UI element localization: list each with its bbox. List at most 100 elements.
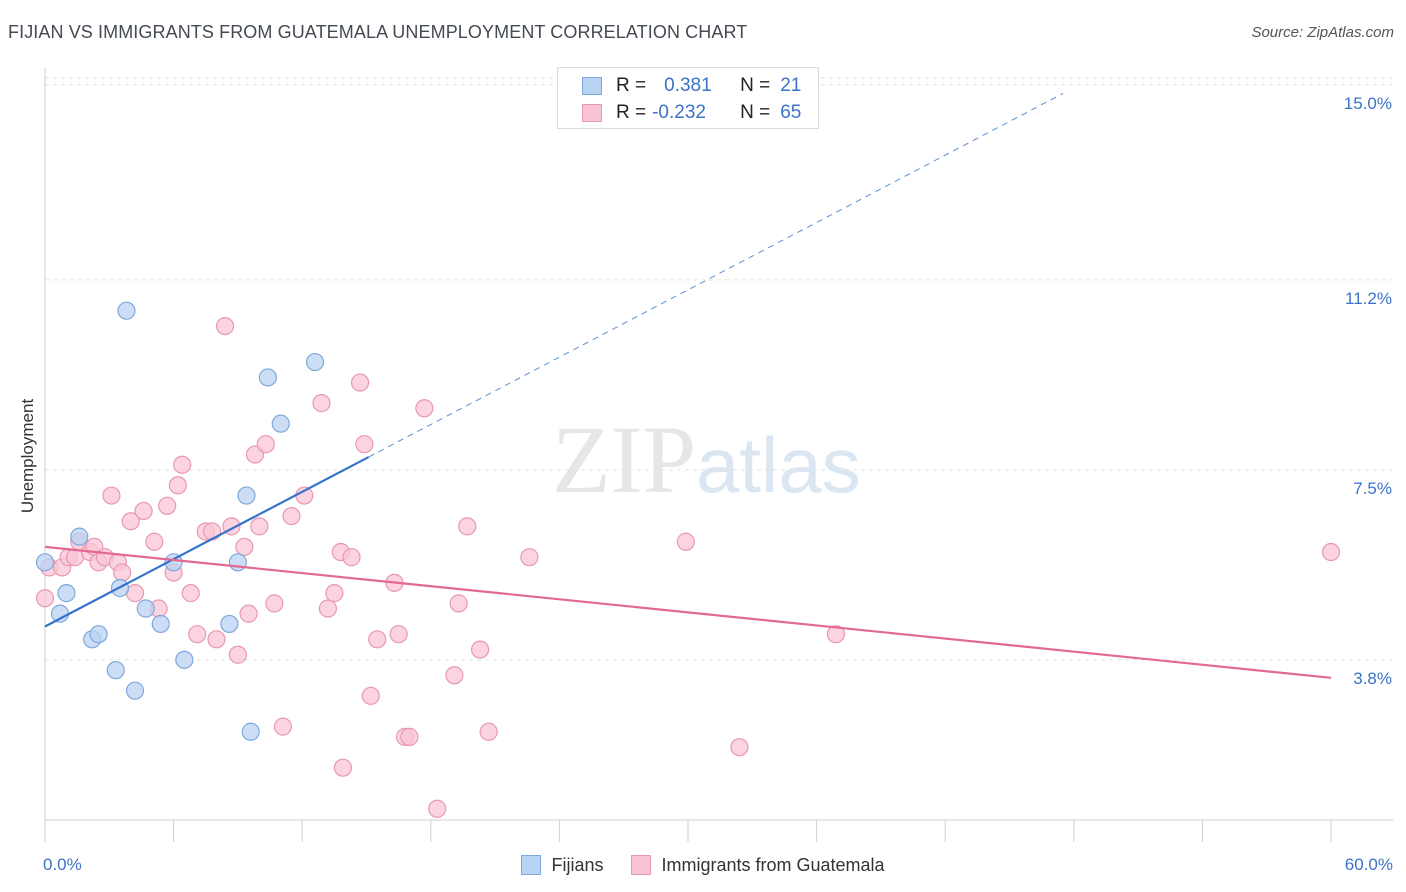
guatemala-point <box>479 722 498 741</box>
trend-layer <box>44 92 1332 679</box>
x-tick-label: 60.0% <box>1345 855 1393 874</box>
fijian-point <box>258 368 278 387</box>
guatemala-point <box>342 548 361 567</box>
guatemala-point <box>676 532 695 551</box>
guatemala-point <box>173 455 192 474</box>
watermark-atlas: atlas <box>696 421 861 509</box>
guatemala-point <box>368 630 387 649</box>
series-label-fijians: Fijians <box>551 854 604 875</box>
labels-layer: 3.8% 7.5% 11.2% 15.0% 0.0% 60.0% <box>43 94 1393 874</box>
fijian-point <box>125 681 145 700</box>
guatemala-point <box>350 373 370 392</box>
guatemala-point <box>826 625 845 644</box>
fijian-point <box>35 553 55 572</box>
guatemala-point <box>282 506 301 526</box>
guatemala-point <box>235 537 254 557</box>
guatemala-point <box>134 501 153 521</box>
guatemala-point <box>458 517 477 536</box>
y-tick-label: 15.0% <box>1344 94 1392 113</box>
fijian-point <box>70 527 89 546</box>
fijian-point <box>241 722 260 741</box>
series-swatch-fijians <box>521 855 542 875</box>
legend-n-label: N = <box>740 75 771 96</box>
y-tick-label: 3.8% <box>1353 669 1392 688</box>
fijian-point <box>237 486 256 505</box>
guatemala-point <box>273 717 293 736</box>
guatemala-point <box>158 496 177 515</box>
fijian-point <box>151 614 170 634</box>
series-swatch-guatemala <box>631 855 652 875</box>
guatemala-point <box>389 625 408 644</box>
legend-n-value: 65 <box>780 102 802 123</box>
guatemala-point <box>312 394 331 413</box>
guatemala-point <box>145 532 164 551</box>
chart-title: FIJIAN VS IMMIGRANTS FROM GUATEMALA UNEM… <box>8 22 748 42</box>
guatemala-point <box>445 666 464 685</box>
legend-n-value: 21 <box>780 75 802 96</box>
guatemala-point <box>207 630 226 649</box>
guatemala-point <box>35 589 55 608</box>
fijian-point <box>106 661 125 680</box>
grid-layer <box>45 77 1393 661</box>
guatemala-point <box>318 599 338 618</box>
guatemala-point <box>265 594 284 613</box>
fijians-trend-extension <box>368 92 1064 458</box>
watermark: ZIPatlas <box>552 404 861 515</box>
legend-r-label: R = <box>616 102 647 123</box>
fijian-point <box>117 301 136 320</box>
guatemala-point <box>256 435 275 454</box>
guatemala-trend-line <box>44 545 1332 679</box>
fijian-point <box>175 650 194 669</box>
guatemala-point <box>415 399 434 418</box>
guatemala-point <box>355 435 374 454</box>
guatemala-point <box>325 584 344 603</box>
watermark-zip: ZIP <box>552 406 696 513</box>
legend-row-fijians: R = 0.381 N = 21 <box>582 73 801 99</box>
guatemala-point <box>449 594 468 613</box>
fijian-point <box>57 584 76 603</box>
correlation-legend: R = 0.381 N = 21 R = -0.232 N = 65 <box>557 67 819 129</box>
guatemala-point <box>470 640 490 659</box>
guatemala-point <box>520 548 539 567</box>
guatemala-point <box>181 584 200 603</box>
fijian-point <box>305 352 325 372</box>
legend-swatch-fijians <box>582 77 602 95</box>
legend-swatch-guatemala <box>582 104 602 122</box>
guatemala-point <box>113 563 132 582</box>
guatemala-point <box>239 604 258 623</box>
legend-row-guatemala: R = -0.232 N = 65 <box>582 100 801 126</box>
guatemala-point <box>102 486 121 505</box>
points-layer <box>35 301 1341 818</box>
legend-r-label: R = <box>616 75 647 96</box>
guatemala-point <box>400 727 419 746</box>
y-axis-title: Unemployment <box>18 398 37 514</box>
guatemala-point <box>250 517 269 536</box>
y-tick-label: 7.5% <box>1353 479 1392 498</box>
guatemala-point <box>361 686 380 705</box>
x-tick-label: 0.0% <box>43 855 82 874</box>
legend-n-label: N = <box>740 102 771 123</box>
series-legend-fijians: Fijians <box>521 855 603 876</box>
fijian-point <box>220 614 239 634</box>
guatemala-point <box>428 799 447 818</box>
guatemala-point <box>215 316 235 336</box>
axis-layer <box>44 68 1393 842</box>
guatemala-point <box>188 625 207 644</box>
series-label-guatemala: Immigrants from Guatemala <box>661 854 885 875</box>
series-legend-guatemala: Immigrants from Guatemala <box>631 854 885 876</box>
guatemala-point <box>228 645 247 664</box>
fijians-trend-line <box>44 456 370 628</box>
fijian-point <box>136 599 155 618</box>
fijian-point <box>271 414 290 433</box>
legend-r-value: -0.232 <box>652 102 706 123</box>
fijian-point <box>89 625 108 644</box>
guatemala-point <box>203 522 222 541</box>
legend-r-value: 0.381 <box>664 75 712 96</box>
source-credit: Source: ZipAtlas.com <box>1251 24 1394 41</box>
guatemala-point <box>121 512 140 531</box>
y-tick-label: 11.2% <box>1345 289 1392 308</box>
series-legend: Fijians Immigrants from Guatemala <box>0 852 1406 878</box>
guatemala-point <box>333 758 353 777</box>
guatemala-point <box>730 738 749 757</box>
